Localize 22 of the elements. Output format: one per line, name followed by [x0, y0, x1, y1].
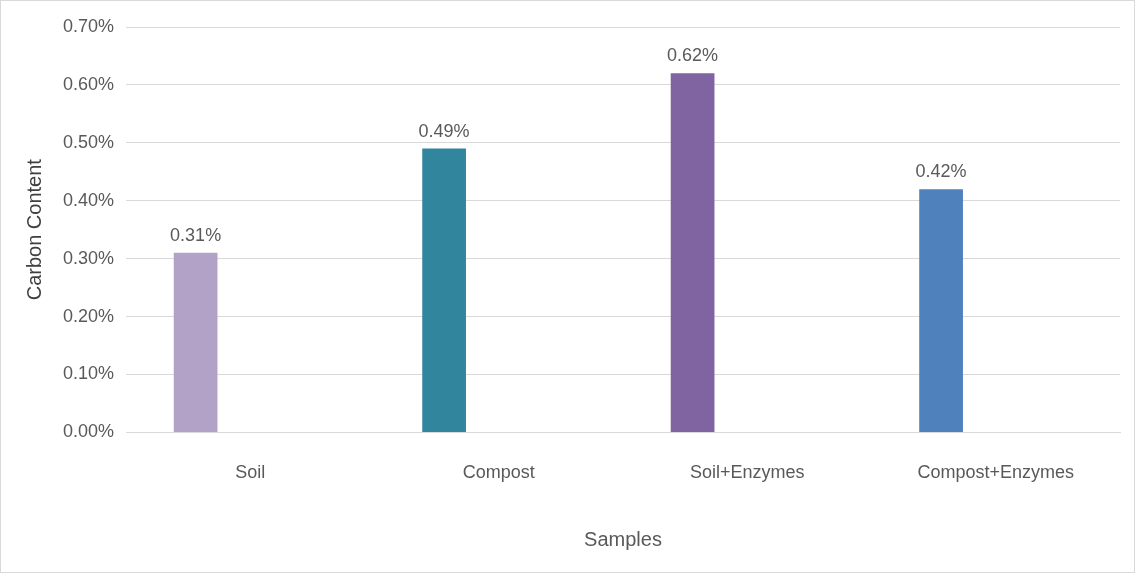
data-label: 0.31% — [170, 224, 222, 245]
x-axis-title: Samples — [584, 527, 662, 550]
x-tick-label: Compost+Enzymes — [917, 462, 1075, 483]
bar — [670, 73, 715, 432]
y-tick-label: 0.20% — [62, 305, 115, 326]
bar — [422, 148, 466, 432]
y-tick-label: 0.00% — [62, 421, 115, 442]
y-tick-label: 0.60% — [62, 73, 115, 94]
data-label: 0.62% — [667, 45, 719, 66]
y-tick-label: 0.10% — [62, 363, 115, 384]
x-tick-label: Soil+Enzymes — [689, 462, 805, 483]
y-tick-label: 0.70% — [62, 15, 115, 36]
data-label: 0.42% — [915, 161, 967, 182]
bar — [919, 189, 963, 432]
x-tick-label: Compost — [462, 462, 535, 483]
bar — [173, 252, 218, 432]
y-tick-label: 0.50% — [62, 131, 115, 152]
y-tick-label: 0.30% — [62, 247, 115, 268]
data-label: 0.49% — [418, 120, 470, 141]
y-tick-label: 0.40% — [62, 189, 115, 210]
x-tick-label: Soil — [235, 462, 266, 483]
y-axis-title: Carbon Content — [22, 158, 45, 301]
